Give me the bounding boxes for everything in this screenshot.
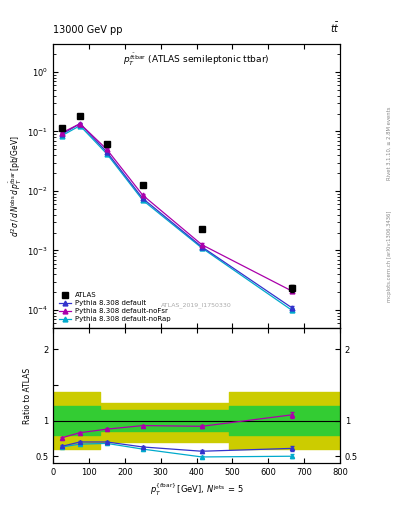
Text: Rivet 3.1.10, ≥ 2.8M events: Rivet 3.1.10, ≥ 2.8M events [387,106,391,180]
Y-axis label: $d^2\sigma\,/\,d\,N^{\mathrm{obs}}\,d\,p^{\bar{t}\mathrm{bar}}_T\,[\mathrm{pb/Ge: $d^2\sigma\,/\,d\,N^{\mathrm{obs}}\,d\,p… [8,135,24,237]
Text: mcplots.cern.ch [arXiv:1306.3436]: mcplots.cern.ch [arXiv:1306.3436] [387,210,391,302]
Text: 13000 GeV pp: 13000 GeV pp [53,25,123,35]
Legend: ATLAS, Pythia 8.308 default, Pythia 8.308 default-noFsr, Pythia 8.308 default-no: ATLAS, Pythia 8.308 default, Pythia 8.30… [57,290,172,325]
Text: ATLAS_2019_I1750330: ATLAS_2019_I1750330 [161,302,232,308]
Y-axis label: Ratio to ATLAS: Ratio to ATLAS [23,368,32,424]
X-axis label: $p^{\{t\mathrm{bar}\}}_T\,[\mathrm{GeV}],\,N^{\mathrm{jets}}\,=\,5$: $p^{\{t\mathrm{bar}\}}_T\,[\mathrm{GeV}]… [150,481,243,498]
Text: $p_T^{t\bar{\mathrm{t}}\mathrm{bar}}$ (ATLAS semileptonic ttbar): $p_T^{t\bar{\mathrm{t}}\mathrm{bar}}$ (A… [123,52,270,68]
Text: $t\bar{t}$: $t\bar{t}$ [330,21,340,35]
